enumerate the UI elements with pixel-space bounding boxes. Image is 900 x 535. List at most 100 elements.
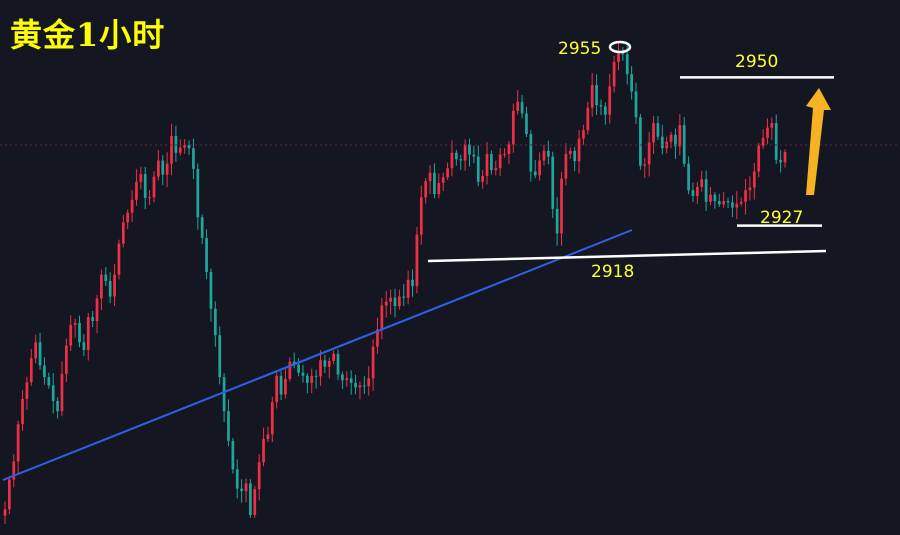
candle-body	[161, 160, 165, 175]
candle-body	[266, 434, 270, 439]
candle-body	[639, 117, 642, 166]
candle	[779, 150, 782, 173]
candle-body	[437, 183, 441, 195]
candle	[704, 170, 708, 212]
candle-body	[398, 296, 401, 307]
candle	[240, 479, 243, 503]
candle	[314, 369, 318, 389]
candle	[709, 187, 712, 206]
candle-body	[25, 382, 29, 399]
candle-body	[476, 156, 480, 182]
candle-body	[3, 509, 7, 516]
candle-body	[612, 61, 616, 87]
candle-body	[709, 194, 712, 202]
candle-body	[573, 150, 577, 162]
candle-body	[779, 159, 782, 163]
candle	[200, 214, 204, 245]
candle	[336, 349, 340, 381]
candle	[34, 334, 38, 364]
candle-body	[231, 440, 235, 470]
candle-body	[687, 163, 690, 191]
candle-body	[669, 134, 673, 142]
candle	[371, 339, 375, 391]
candle	[253, 485, 257, 518]
candle	[310, 368, 314, 394]
candle-body	[564, 154, 568, 179]
candle-body	[503, 154, 506, 156]
candle	[354, 374, 357, 395]
candle-body	[279, 375, 283, 395]
candle-body	[415, 234, 419, 287]
candle-body	[253, 489, 257, 516]
candle	[476, 145, 480, 187]
candle	[582, 124, 585, 145]
candle	[717, 193, 721, 207]
candle-body	[301, 372, 305, 376]
candle-body	[43, 365, 46, 378]
candle-body	[284, 379, 287, 395]
candle-body	[78, 322, 81, 343]
candle-body	[187, 145, 191, 149]
candle-body	[577, 138, 581, 162]
candle-body	[459, 159, 463, 161]
candle	[165, 152, 169, 188]
candle	[170, 123, 173, 176]
candle-body	[69, 324, 73, 346]
candle	[279, 370, 283, 401]
level-line-2918	[427, 249, 827, 263]
candle	[634, 82, 638, 124]
candle	[306, 373, 309, 394]
candle	[621, 47, 625, 61]
candle	[157, 150, 160, 181]
candle-body	[617, 50, 620, 62]
candle-body	[389, 297, 392, 302]
candle-body	[647, 142, 651, 165]
label-2927: 2927	[760, 208, 803, 228]
candle	[130, 190, 134, 222]
candle-body	[547, 150, 550, 157]
candle-body	[498, 154, 502, 169]
candle	[121, 215, 125, 248]
candle	[424, 178, 428, 204]
candle-body	[525, 113, 528, 135]
candle	[196, 163, 200, 230]
candle-body	[100, 274, 103, 299]
candle	[38, 332, 42, 370]
candle-body	[419, 197, 423, 235]
candle-body	[306, 375, 309, 383]
candle	[735, 191, 739, 220]
candle-body	[652, 123, 655, 143]
candle	[674, 128, 677, 159]
candle-body	[262, 438, 265, 463]
candle	[468, 138, 471, 167]
candle	[398, 289, 401, 310]
candle	[64, 338, 68, 383]
candle-body	[108, 281, 112, 297]
candle	[783, 149, 787, 168]
candle-body	[696, 186, 699, 196]
candle	[731, 195, 734, 218]
candle-body	[393, 297, 397, 307]
candle	[722, 192, 726, 208]
label-2950: 2950	[735, 52, 778, 72]
candle-body	[608, 86, 612, 115]
candle-body	[446, 168, 449, 178]
candle	[12, 454, 16, 488]
candle-body	[454, 152, 458, 160]
candle	[573, 146, 577, 172]
candle	[739, 197, 743, 207]
candle	[459, 154, 463, 170]
candle	[218, 326, 222, 385]
candle-body	[603, 106, 607, 115]
candle	[494, 160, 498, 176]
candle	[362, 376, 366, 394]
candle	[82, 334, 86, 356]
candle-body	[634, 91, 638, 118]
candle-body	[139, 174, 143, 182]
candle	[503, 148, 506, 158]
candle-body	[297, 364, 300, 373]
candle-body	[196, 168, 200, 218]
candle	[192, 138, 195, 180]
candle-body	[402, 296, 406, 298]
candle-body	[717, 201, 721, 205]
